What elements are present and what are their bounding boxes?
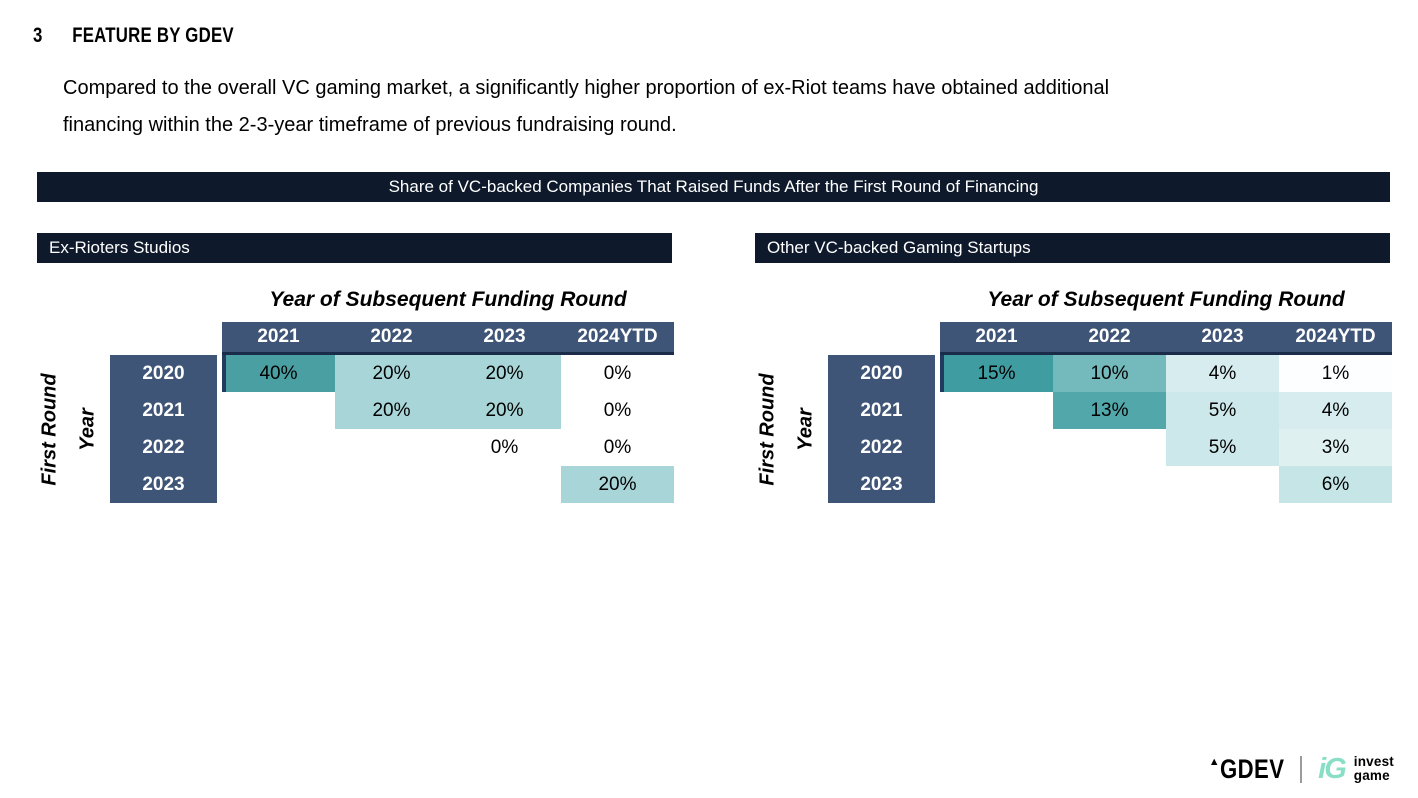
heatmap-cell: 10% [1053,355,1166,392]
heatmap-cell: 0% [561,355,674,392]
investgame-ig-icon: iG [1318,752,1347,785]
heatmap-cell: 20% [448,392,561,429]
heatmap-grid: 2020 40% 20% 20% 0% 2021 20% 20% 0% 2022… [110,355,674,503]
heatmap-cell: 6% [1279,466,1392,503]
intro-line-2: financing within the 2-3-year timeframe … [63,114,677,136]
page-number: 3 [33,24,43,47]
left-section-banner: Ex-Rioters Studios [37,233,672,263]
heatmap-cell [222,392,335,429]
gdev-logo-text: GDEV [1219,753,1285,784]
investgame-line-1: invest [1353,753,1394,769]
intro-line-1: Compared to the overall VC gaming market… [63,77,1110,99]
column-headers: 2021 2022 2023 2024YTD [222,322,674,355]
y-axis-title: First Round [38,373,61,486]
heatmap-cell: 0% [561,429,674,466]
investgame-logo: invest game [1353,753,1394,784]
heatmap-other-vc: Year of Subsequent Funding Round First R… [755,288,1395,513]
row-header: 2023 [110,466,217,503]
x-axis-title: Year of Subsequent Funding Round [987,288,1345,311]
column-header: 2022 [335,322,448,352]
heatmap-cell: 4% [1166,355,1279,392]
heatmap-grid: 2020 15% 10% 4% 1% 2021 13% 5% 4% 2022 5… [828,355,1392,503]
row-header: 2022 [110,429,217,466]
heatmap-cell [222,466,335,503]
row-header: 2023 [828,466,935,503]
heatmap-cell: 0% [561,392,674,429]
kicker-title: FEATURE BY GDEV [72,24,234,47]
row-header: 2020 [110,355,217,392]
gdev-caret-icon: ▲ [1208,755,1220,768]
intro-paragraph: Compared to the overall VC gaming market… [63,70,1109,144]
heatmap-cell: 1% [1279,355,1392,392]
heatmap-cell: 40% [222,355,335,392]
column-header: 2023 [448,322,561,352]
heatmap-cell [940,392,1053,429]
investgame-line-2: game [1353,768,1390,784]
left-section-label: Ex-Rioters Studios [49,238,190,257]
y-axis-subtitle: Year [76,408,99,451]
right-section-label: Other VC-backed Gaming Startups [767,238,1031,257]
y-axis-title: First Round [756,373,779,486]
heatmap-ex-rioters: Year of Subsequent Funding Round First R… [37,288,677,513]
column-header: 2024YTD [1279,322,1392,352]
row-header: 2021 [828,392,935,429]
grid-spacer [935,392,940,429]
heatmap-cell: 0% [448,429,561,466]
heatmap-cell: 5% [1166,392,1279,429]
heatmap-cell [335,466,448,503]
page-header: 3 FEATURE BY GDEV [33,24,234,48]
column-header: 2021 [222,322,335,352]
row-header: 2021 [110,392,217,429]
gdev-logo: ▲ GDEV [1208,753,1298,784]
row-header: 2020 [828,355,935,392]
column-header: 2023 [1166,322,1279,352]
heatmap-cell [222,429,335,466]
column-header: 2021 [940,322,1053,352]
heatmap-cell: 13% [1053,392,1166,429]
heatmap-cell: 20% [335,355,448,392]
heatmap-cell [940,429,1053,466]
chart-title-banner: Share of VC-backed Companies That Raised… [37,172,1390,202]
heatmap-cell: 15% [940,355,1053,392]
grid-spacer [935,355,940,392]
heatmap-cell: 3% [1279,429,1392,466]
grid-spacer [217,355,222,392]
heatmap-cell [1053,429,1166,466]
chart-title: Share of VC-backed Companies That Raised… [388,177,1039,196]
grid-spacer [217,429,222,466]
logo-divider [1300,755,1303,783]
right-section-banner: Other VC-backed Gaming Startups [755,233,1390,263]
heatmap-cell [1053,466,1166,503]
column-headers: 2021 2022 2023 2024YTD [940,322,1392,355]
heatmap-cell: 4% [1279,392,1392,429]
heatmap-cell: 20% [561,466,674,503]
grid-spacer [217,466,222,503]
heatmap-cell: 20% [335,392,448,429]
y-axis-subtitle: Year [794,408,817,451]
heatmap-cell: 20% [448,355,561,392]
heatmap-cell [335,429,448,466]
heatmap-cell: 5% [1166,429,1279,466]
heatmap-cell [940,466,1053,503]
row-header: 2022 [828,429,935,466]
footer-logos: ▲ GDEV iG invest game [1208,752,1394,785]
heatmap-cell [1166,466,1279,503]
x-axis-title: Year of Subsequent Funding Round [269,288,627,311]
grid-spacer [935,466,940,503]
column-header: 2024YTD [561,322,674,352]
grid-spacer [217,392,222,429]
heatmap-cell [448,466,561,503]
grid-spacer [935,429,940,466]
column-header: 2022 [1053,322,1166,352]
